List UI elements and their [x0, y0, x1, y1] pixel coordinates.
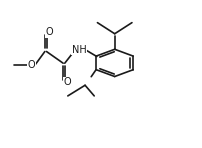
Text: O: O	[63, 77, 71, 87]
Text: O: O	[45, 27, 53, 37]
Text: O: O	[27, 60, 35, 70]
Text: NH: NH	[72, 45, 86, 55]
